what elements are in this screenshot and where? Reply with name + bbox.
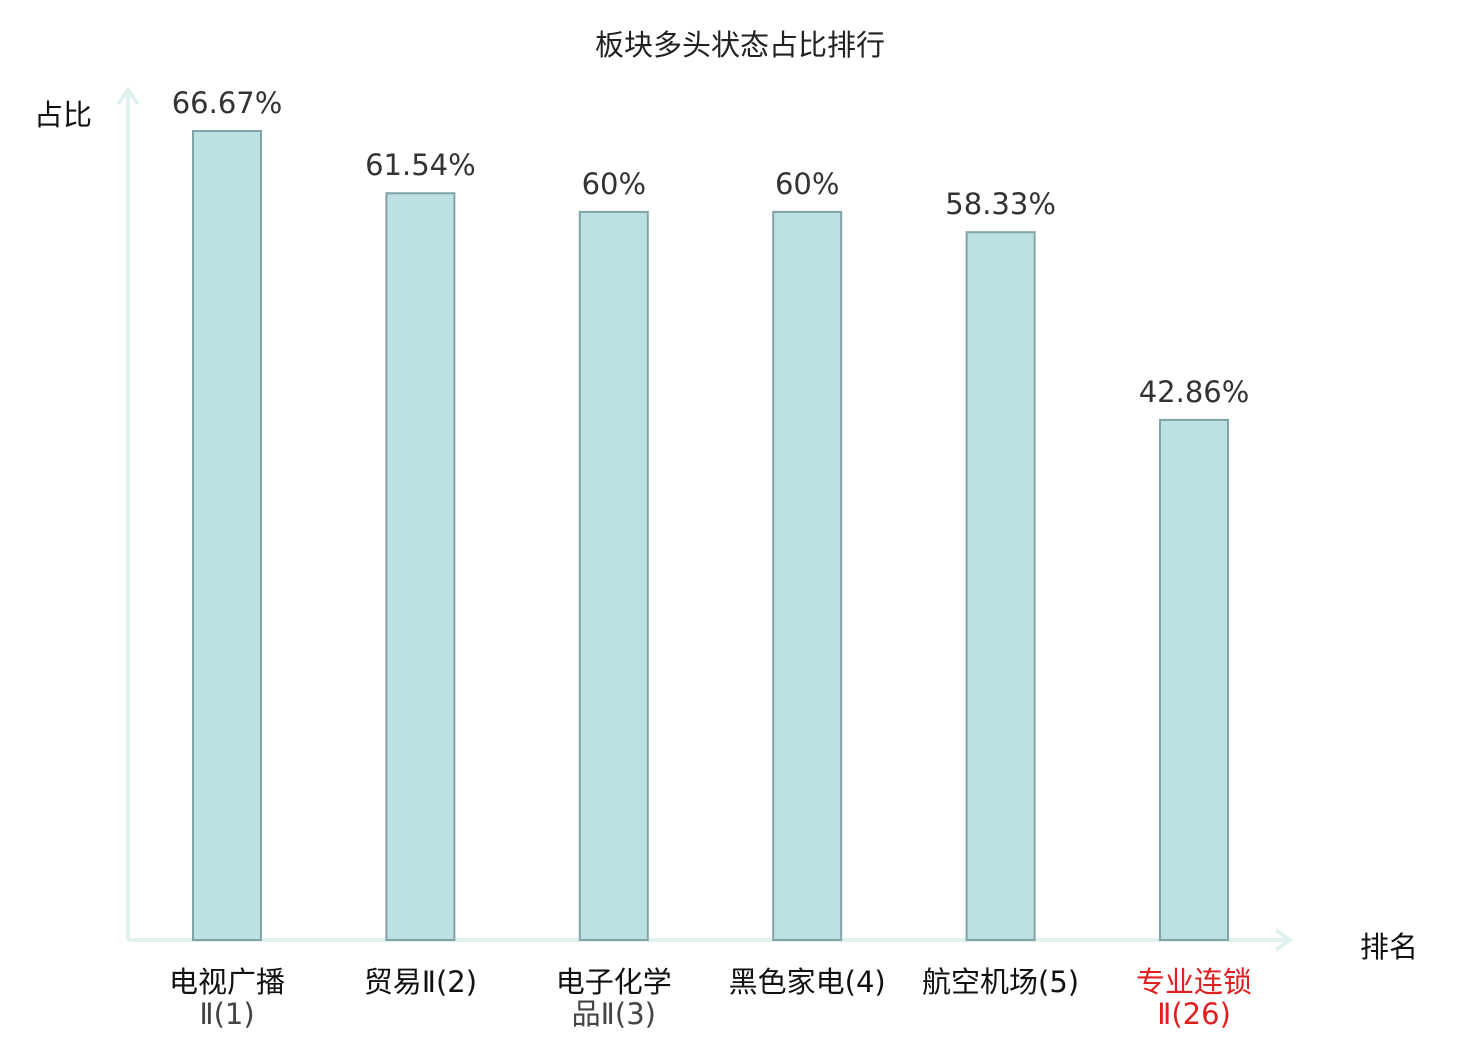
value-label-5: 58.33%: [945, 187, 1056, 221]
y-axis: [116, 86, 140, 940]
category-label-3: 电子化学 品Ⅱ(3): [514, 966, 714, 1030]
x-axis: [128, 928, 1294, 952]
category-label-line1: 黑色家电(4): [728, 965, 886, 999]
category-label-line1: 贸易Ⅱ(2): [363, 965, 478, 999]
y-axis-label: 占比: [34, 98, 93, 132]
bar-4: [772, 210, 843, 941]
category-label-line2: Ⅱ(26): [1157, 997, 1231, 1031]
bars-group: [192, 130, 1229, 941]
category-label-line2: 品Ⅱ(3): [571, 997, 656, 1031]
category-label-line1: 航空机场(5): [922, 965, 1080, 999]
chart-title: 板块多头状态占比排行: [594, 28, 885, 62]
category-label-line1: 电视广播: [168, 965, 285, 999]
bar-3: [578, 210, 649, 941]
category-label-line1: 专业连锁: [1135, 965, 1252, 999]
value-label-4: 60%: [775, 167, 839, 201]
bar-1: [192, 130, 262, 941]
category-label-line2: Ⅱ(1): [199, 997, 255, 1031]
category-label-1: 电视广播 Ⅱ(1): [127, 966, 327, 1030]
value-label-3: 60%: [582, 167, 646, 201]
category-label-2: 贸易Ⅱ(2): [320, 966, 520, 998]
bar-2: [385, 192, 456, 941]
bar-5: [965, 231, 1036, 941]
bar-6: [1159, 418, 1229, 941]
category-label-6: 专业连锁 Ⅱ(26): [1094, 966, 1294, 1030]
x-axis-label: 排名: [1360, 930, 1419, 964]
category-label-4: 黑色家电(4): [707, 966, 907, 998]
value-label-2: 61.54%: [365, 148, 476, 182]
value-label-1: 66.67%: [172, 86, 283, 120]
category-label-line1: 电子化学: [555, 965, 672, 999]
category-label-5: 航空机场(5): [901, 966, 1101, 998]
value-label-6: 42.86%: [1139, 375, 1250, 409]
value-labels-group: 66.67% 61.54% 60% 60% 58.33% 42.86%: [172, 86, 1250, 409]
